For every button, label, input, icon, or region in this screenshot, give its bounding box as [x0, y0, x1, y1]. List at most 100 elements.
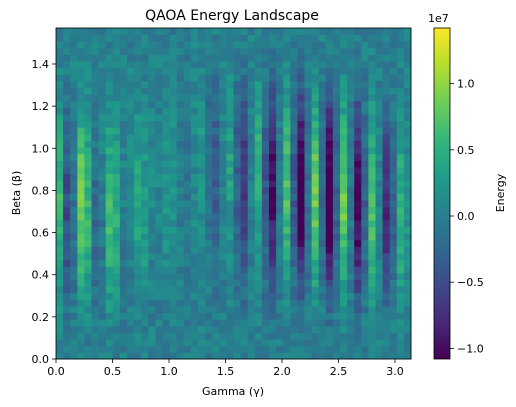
- heatmap-cell: [389, 200, 398, 208]
- heatmap-cell: [276, 186, 284, 194]
- heatmap-cell: [98, 219, 107, 227]
- heatmap-cell: [141, 226, 149, 234]
- heatmap-cell: [119, 114, 128, 122]
- heatmap-cell: [105, 133, 114, 141]
- heatmap-cell: [354, 160, 362, 168]
- heatmap-cell: [91, 107, 99, 115]
- heatmap-cell: [91, 28, 99, 36]
- heatmap-cell: [63, 299, 71, 307]
- heatmap-cell: [141, 153, 149, 161]
- heatmap-cell: [70, 213, 78, 221]
- heatmap-cell: [375, 180, 383, 188]
- heatmap-cell: [198, 100, 206, 108]
- heatmap-cell: [269, 180, 277, 188]
- heatmap-cell: [169, 312, 178, 320]
- heatmap-cell: [176, 54, 185, 62]
- heatmap-cell: [70, 193, 78, 201]
- heatmap-cell: [276, 279, 284, 287]
- heatmap-cell: [240, 186, 249, 194]
- heatmap-cell: [318, 34, 327, 42]
- heatmap-cell: [219, 186, 227, 194]
- heatmap-cell: [332, 332, 341, 340]
- heatmap-cell: [290, 286, 298, 294]
- heatmap-cell: [276, 61, 284, 69]
- heatmap-cell: [84, 279, 92, 287]
- heatmap-cell: [361, 325, 369, 333]
- heatmap-cell: [141, 120, 149, 128]
- heatmap-cell: [340, 272, 348, 280]
- heatmap-cell: [318, 100, 327, 108]
- heatmap-cell: [332, 80, 341, 88]
- heatmap-cell: [91, 299, 99, 307]
- heatmap-cell: [84, 352, 92, 360]
- heatmap-cell: [325, 28, 334, 36]
- heatmap-cell: [254, 54, 263, 62]
- heatmap-cell: [254, 266, 263, 274]
- heatmap-cell: [325, 114, 334, 122]
- heatmap-cell: [382, 332, 391, 340]
- heatmap-cell: [176, 127, 185, 135]
- heatmap-cell: [198, 266, 206, 274]
- heatmap-cell: [318, 299, 327, 307]
- heatmap-cell: [205, 140, 213, 148]
- heatmap-cell: [311, 167, 320, 175]
- heatmap-cell: [403, 325, 412, 333]
- heatmap-cell: [198, 246, 206, 254]
- heatmap-cell: [105, 94, 114, 102]
- heatmap-cell: [368, 299, 376, 307]
- heatmap-cell: [70, 186, 78, 194]
- x-axis-ticks: 0.0 0.5 1.0 1.5 2.0 2.5 3.0: [47, 359, 404, 378]
- heatmap-cell: [269, 54, 277, 62]
- heatmap-cell: [396, 226, 405, 234]
- heatmap-cell: [290, 292, 298, 300]
- heatmap-cell: [205, 299, 213, 307]
- heatmap-cell: [396, 233, 405, 241]
- heatmap-cell: [127, 272, 135, 280]
- heatmap-cell: [233, 219, 241, 227]
- heatmap-cell: [318, 319, 327, 327]
- heatmap-cell: [162, 233, 170, 241]
- heatmap-cell: [318, 219, 327, 227]
- heatmap-cell: [354, 319, 362, 327]
- heatmap-cell: [155, 206, 163, 214]
- heatmap-cell: [325, 219, 334, 227]
- heatmap-cell: [176, 213, 185, 221]
- heatmap-cell: [361, 67, 369, 75]
- heatmap-cell: [226, 219, 234, 227]
- heatmap-cell: [269, 306, 277, 314]
- heatmap-cell: [226, 180, 234, 188]
- heatmap-cell: [98, 266, 107, 274]
- heatmap-cell: [389, 74, 398, 82]
- heatmap-cell: [190, 153, 199, 161]
- heatmap-cell: [261, 80, 270, 88]
- heatmap-cell: [283, 219, 291, 227]
- heatmap-cell: [105, 180, 114, 188]
- heatmap-cell: [311, 160, 320, 168]
- heatmap-cell: [198, 332, 206, 340]
- heatmap-cell: [155, 332, 163, 340]
- heatmap-cell: [403, 120, 412, 128]
- heatmap-cell: [190, 87, 199, 95]
- heatmap-cell: [155, 61, 163, 69]
- heatmap-cell: [112, 167, 121, 175]
- heatmap-cell: [361, 41, 369, 49]
- heatmap-cell: [141, 160, 149, 168]
- heatmap-cell: [318, 80, 327, 88]
- heatmap-cell: [283, 259, 291, 267]
- heatmap-cell: [403, 219, 412, 227]
- heatmap-cell: [354, 153, 362, 161]
- heatmap-cell: [304, 219, 312, 227]
- heatmap-cell: [98, 299, 107, 307]
- heatmap-cell: [112, 160, 121, 168]
- heatmap-cell: [403, 87, 412, 95]
- heatmap-cell: [162, 345, 170, 353]
- heatmap-cell: [127, 219, 135, 227]
- heatmap-cell: [219, 253, 227, 261]
- heatmap-cell: [290, 94, 298, 102]
- heatmap-cell: [190, 180, 199, 188]
- heatmap-cell: [141, 147, 149, 155]
- heatmap-cell: [290, 47, 298, 55]
- heatmap-cell: [134, 213, 142, 221]
- heatmap-cell: [276, 345, 284, 353]
- heatmap-cell: [340, 286, 348, 294]
